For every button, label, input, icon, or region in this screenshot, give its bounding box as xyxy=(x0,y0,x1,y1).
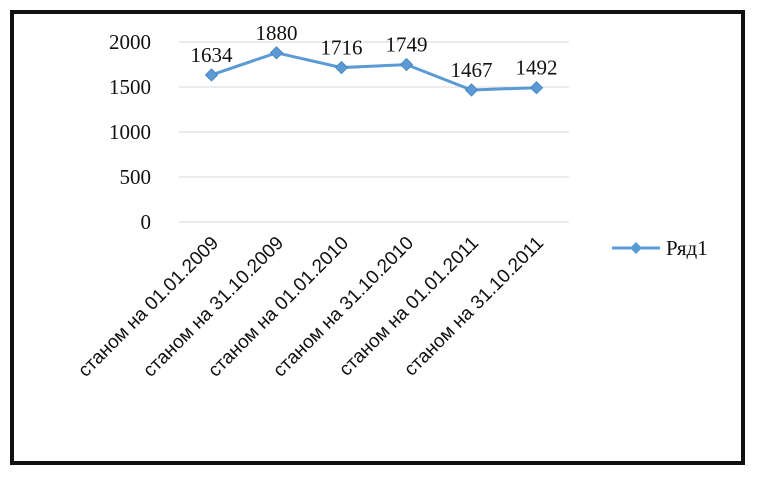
y-tick-label: 0 xyxy=(141,210,152,234)
data-labels: 1634 1880 1716 1749 1467 1492 xyxy=(191,21,558,82)
data-label: 1749 xyxy=(386,33,428,57)
chart-frame: 0 500 1000 1500 2000 станом на 01.01.2009 ста… xyxy=(10,10,745,465)
data-label: 1634 xyxy=(191,43,234,67)
gridlines xyxy=(179,41,569,223)
y-tick-label: 2000 xyxy=(109,30,151,54)
series-line-path xyxy=(211,51,537,92)
y-tick-label: 1500 xyxy=(109,75,151,99)
data-point-marker xyxy=(269,46,284,60)
data-point-marker xyxy=(529,81,544,95)
data-point-marker xyxy=(204,68,219,82)
line-chart: 0 500 1000 1500 2000 станом на 01.01.2009ста… xyxy=(74,21,708,382)
series-line xyxy=(204,46,544,97)
legend: Ряд1 xyxy=(612,236,708,260)
data-label: 1716 xyxy=(321,36,363,60)
data-label: 1467 xyxy=(451,58,493,82)
data-point-marker xyxy=(334,60,349,75)
legend-label: Ряд1 xyxy=(666,236,708,260)
data-point-marker xyxy=(399,57,414,72)
data-point-marker xyxy=(464,83,479,97)
data-label: 1880 xyxy=(256,21,298,45)
y-axis-ticks: 0 500 1000 1500 2000 xyxy=(109,30,151,234)
y-tick-label: 500 xyxy=(120,165,152,189)
y-tick-label: 1000 xyxy=(109,120,151,144)
legend-marker-icon xyxy=(630,242,642,254)
data-label: 1492 xyxy=(516,56,558,80)
